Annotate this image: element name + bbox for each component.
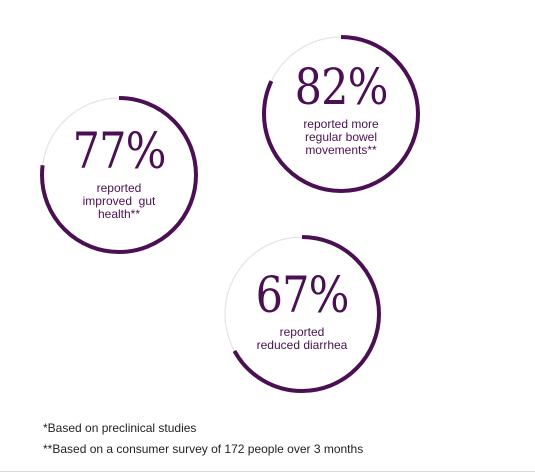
stat-diarrhea: 67% reported reduced diarrhea [222,234,382,394]
stat-label-line: movements** [305,142,377,157]
progress-ring [40,96,198,254]
stat-label-line: reported [279,325,325,339]
footnote-survey: **Based on a consumer survey of 172 peop… [43,442,364,456]
progress-ring-arc [262,35,420,193]
footnotes: *Based on preclinical studies **Based on… [43,418,363,460]
stat-label-line: reported more [303,116,379,131]
progress-ring [262,35,420,193]
stat-value: 77% [72,121,166,180]
footnote-preclinical: *Based on preclinical studies [43,421,197,435]
stat-label-line: improved gut [82,193,156,208]
stat-label-line: reported [96,180,142,195]
stat-label-line: health** [97,206,141,221]
stat-value: 67% [255,266,349,324]
stat-value: 82% [294,57,388,116]
stat-bowel-movements: 82% reported more regular bowel movement… [261,34,421,194]
progress-ring-arc [223,235,381,393]
divider [0,471,535,472]
progress-ring-arc [40,96,198,254]
stat-label: reported reduced diarrhea [257,326,348,352]
stat-label-line: regular bowel [304,129,378,144]
stat-label: reported more regular bowel movements** [303,116,379,157]
stat-label: reported improved gut health** [82,180,156,221]
progress-ring [223,235,381,393]
stat-label-line: reduced diarrhea [256,338,348,352]
stat-gut-health: 77% reported improved gut health** [39,95,199,255]
